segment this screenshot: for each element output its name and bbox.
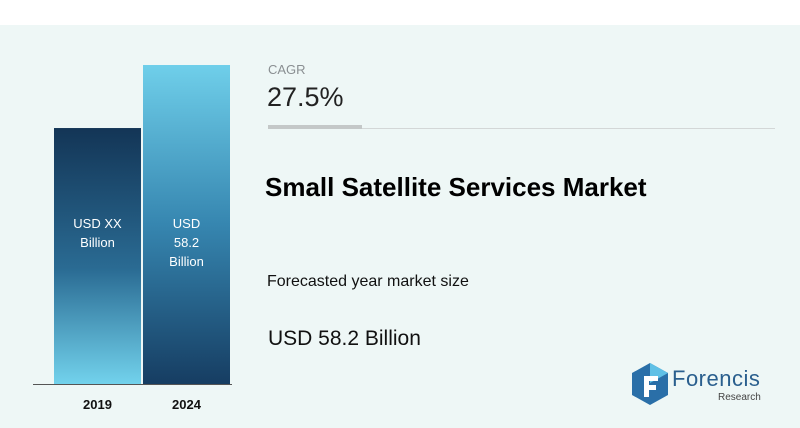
cagr-label: CAGR bbox=[268, 62, 306, 77]
value-label: USD XX Billion bbox=[73, 216, 122, 250]
cagr-value: 27.5% bbox=[267, 82, 344, 112]
x-tick-label: 2019 bbox=[83, 397, 112, 412]
subtitle: Forecasted year market size bbox=[267, 273, 469, 290]
logo-tagline: Research bbox=[718, 392, 761, 403]
logo-icon bbox=[632, 363, 668, 405]
logo-name: Forencis bbox=[672, 366, 761, 391]
x-tick-label: 2024 bbox=[172, 397, 202, 412]
value-label: USD 58.2 Billion bbox=[169, 216, 204, 269]
bar bbox=[143, 65, 230, 384]
title: Small Satellite Services Market bbox=[265, 172, 647, 202]
market-size: USD 58.2 Billion bbox=[268, 327, 421, 350]
bar bbox=[54, 128, 141, 384]
